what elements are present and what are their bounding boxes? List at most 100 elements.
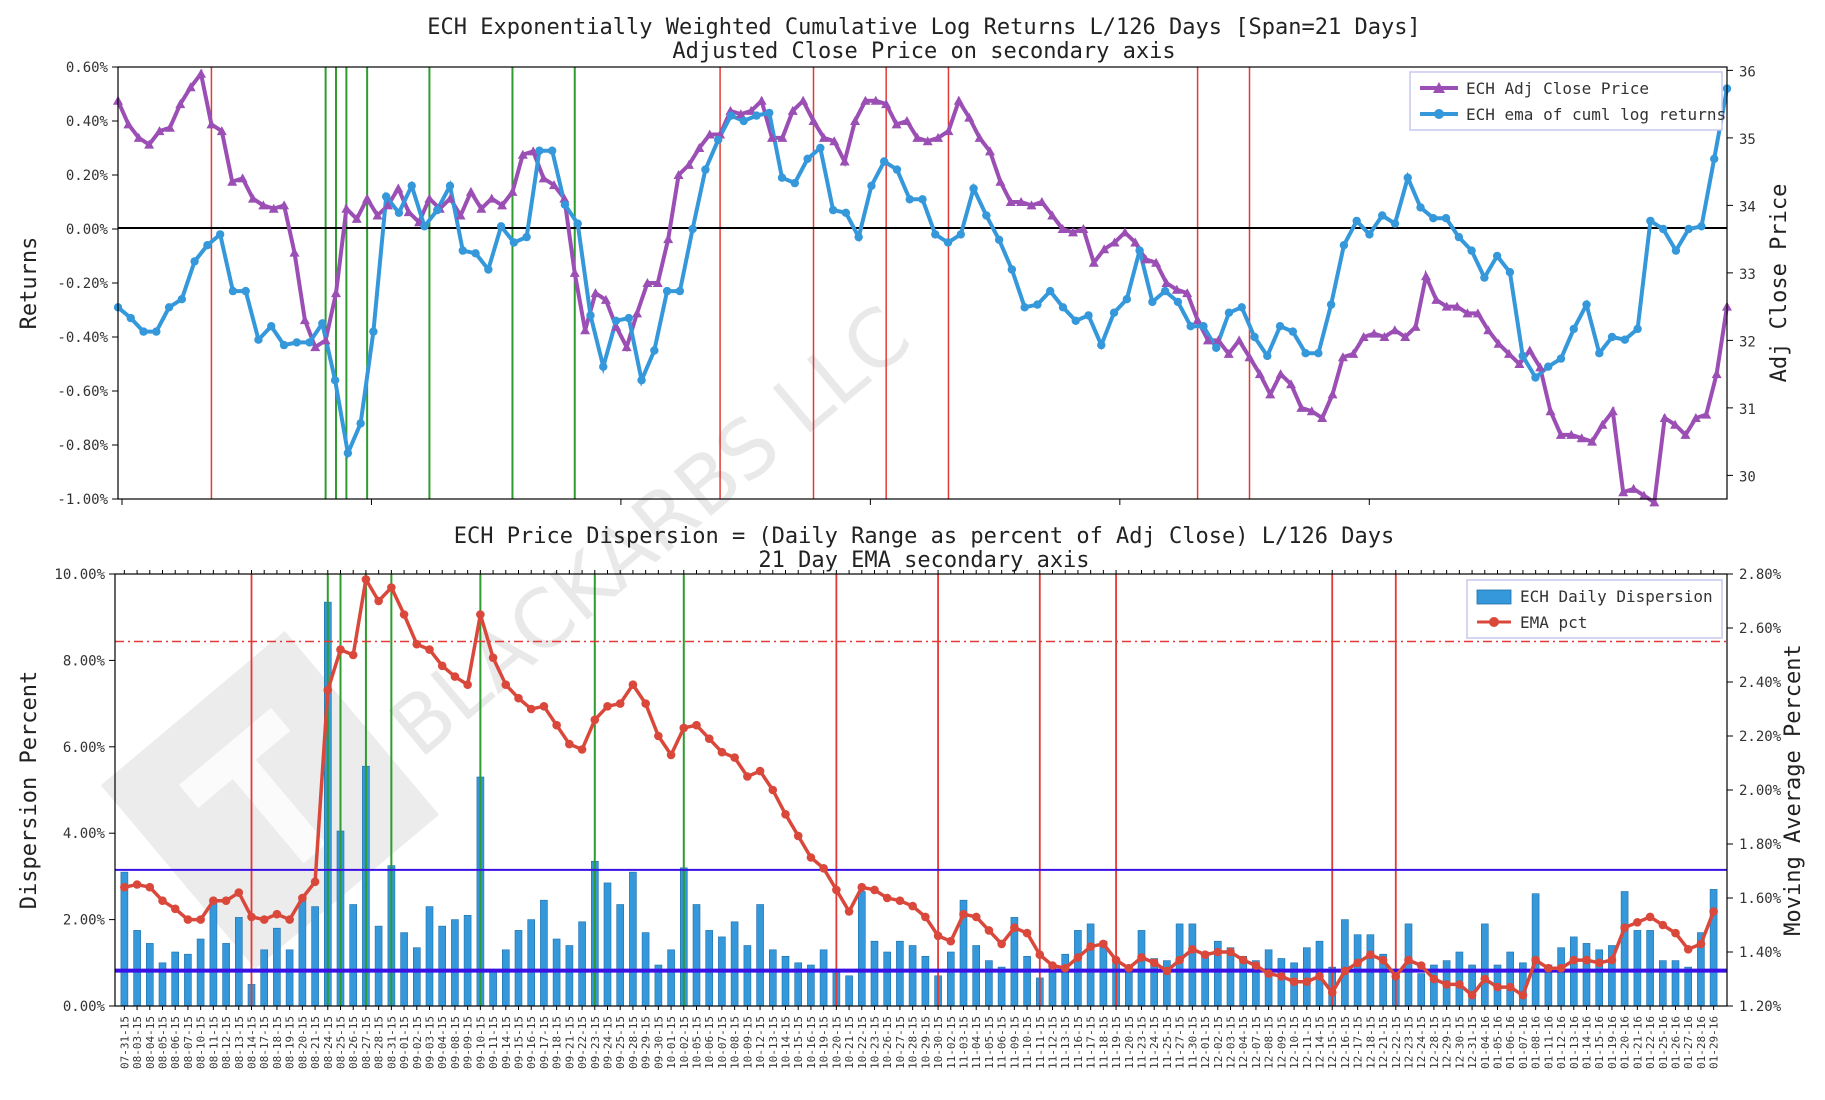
price-point	[1524, 345, 1535, 355]
ema-point	[196, 915, 205, 924]
ema-point	[1200, 950, 1210, 959]
ema-point	[310, 877, 320, 887]
date-tick-label: 11-13-15	[1059, 1016, 1072, 1069]
dispersion-bar	[285, 949, 294, 1007]
date-tick-label: 11-11-15	[1034, 1016, 1047, 1069]
price-point	[1400, 332, 1411, 341]
ema-point	[1467, 990, 1477, 1000]
returns-point	[1122, 295, 1132, 304]
price-point	[1244, 352, 1255, 362]
dispersion-bar	[235, 917, 243, 1007]
date-tick-label: 08-04-15	[144, 1016, 157, 1069]
ema-point	[1709, 907, 1718, 916]
returns-point	[662, 286, 672, 296]
ema-y-tick-label: 2.80%	[1739, 567, 1782, 583]
ema-y-tick-label: 2.60%	[1739, 621, 1782, 637]
dispersion-bar	[489, 968, 497, 1007]
ema-point	[1264, 969, 1273, 978]
returns-chart-subtitle: Adjusted Close Price on secondary axis	[672, 39, 1175, 64]
price-point	[1555, 429, 1566, 439]
returns-point	[1492, 251, 1502, 261]
returns-point	[599, 362, 608, 371]
ema-point	[1696, 939, 1706, 949]
date-tick-label: 10-19-15	[818, 1016, 831, 1069]
ema-point	[1124, 963, 1134, 973]
returns-point	[637, 376, 646, 385]
returns-point	[164, 303, 174, 312]
returns-point	[1454, 232, 1464, 242]
ema-point	[158, 896, 167, 905]
returns-point	[982, 211, 991, 220]
date-tick-label: 08-24-15	[322, 1016, 335, 1069]
price-point	[860, 95, 871, 105]
dispersion-bar	[1709, 889, 1718, 1007]
price-point	[424, 193, 435, 203]
date-tick-label: 09-23-15	[589, 1016, 602, 1069]
dispersion-bar	[412, 947, 421, 1007]
date-tick-label: 11-09-15	[1008, 1016, 1021, 1069]
dispersion-bar	[756, 904, 764, 1007]
returns-point	[573, 219, 582, 228]
ema-point	[221, 896, 231, 905]
date-tick-label: 08-26-15	[347, 1016, 360, 1069]
date-tick-label: 08-10-15	[195, 1016, 208, 1069]
date-tick-label: 12-14-15	[1314, 1016, 1327, 1069]
dispersion-bar	[1303, 947, 1311, 1007]
date-tick-label: 12-28-15	[1428, 1016, 1441, 1069]
date-tick-label: 09-18-15	[551, 1016, 564, 1069]
dispersion-y-tick-label: 10.00%	[54, 567, 105, 583]
date-tick-label: 01-27-16	[1682, 1016, 1695, 1069]
ema-point	[1569, 955, 1579, 965]
price-point	[1202, 335, 1213, 345]
dispersion-bar	[514, 930, 523, 1007]
date-tick-label: 09-25-15	[614, 1016, 627, 1069]
date-tick-label: 12-10-15	[1288, 1016, 1301, 1069]
price-point	[839, 156, 850, 166]
returns-point	[611, 316, 621, 325]
date-tick-label: 11-20-15	[1123, 1016, 1136, 1069]
returns-line	[116, 88, 1729, 461]
returns-point	[1186, 322, 1195, 331]
returns-point	[1569, 324, 1578, 334]
returns-point	[1467, 246, 1476, 255]
dispersion-bar	[260, 949, 269, 1007]
date-tick-label: 08-21-15	[309, 1016, 322, 1069]
returns-point	[1658, 224, 1668, 234]
returns-chart: ECH Exponentially Weighted Cumulative Lo…	[17, 15, 1792, 508]
ema-point	[1658, 920, 1668, 930]
ema-point	[234, 888, 244, 897]
dispersion-bar	[222, 943, 230, 1007]
returns-point	[905, 195, 914, 204]
returns-y-label: Returns	[17, 237, 42, 330]
price-point	[1680, 429, 1691, 439]
date-tick-label: 12-02-15	[1212, 1016, 1225, 1069]
returns-point	[1697, 222, 1706, 231]
price-y-tick-label: 36	[1739, 64, 1756, 80]
dispersion-bar	[1633, 930, 1642, 1007]
returns-x-ticks	[121, 499, 1620, 505]
price-point	[1369, 328, 1380, 338]
price-point	[974, 132, 985, 142]
price-point	[1431, 294, 1442, 304]
price-point	[621, 342, 632, 352]
date-tick-label: 11-16-15	[1072, 1016, 1085, 1069]
dispersion-bar	[1582, 943, 1591, 1007]
legend-price-triangle-icon	[1433, 82, 1445, 93]
date-tick-label: 01-07-16	[1517, 1016, 1530, 1069]
ema-point	[628, 680, 638, 689]
returns-y-tick-label: -0.60%	[57, 384, 108, 400]
price-point	[528, 146, 539, 156]
price-point	[268, 203, 279, 213]
returns-point	[726, 111, 736, 120]
dispersion-bar	[1099, 940, 1108, 1007]
ema-point	[285, 915, 294, 924]
ema-point	[526, 704, 536, 714]
returns-point	[1633, 324, 1642, 334]
returns-markers	[113, 84, 1732, 458]
returns-point	[254, 335, 263, 344]
date-tick-label: 09-22-15	[576, 1016, 589, 1069]
date-tick-label: 10-26-15	[881, 1016, 894, 1069]
date-tick-label: 12-07-15	[1250, 1016, 1263, 1069]
returns-point	[1212, 343, 1221, 352]
